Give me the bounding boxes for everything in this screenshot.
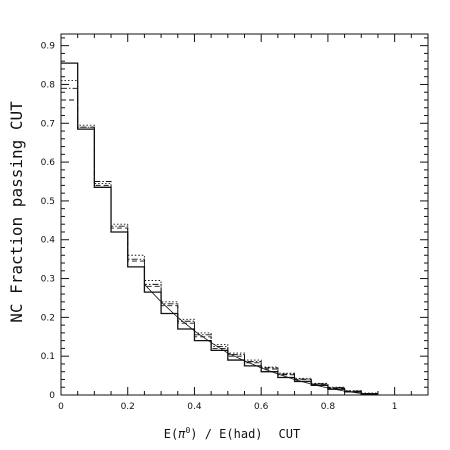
- x-tick-label: 0.2: [121, 402, 135, 412]
- x-tick-label: 0.6: [254, 402, 269, 412]
- y-tick-label: 0.6: [41, 158, 56, 168]
- histogram-series-dashed: [61, 99, 378, 394]
- x-axis-title: E(π0) / E(had) CUT: [164, 426, 300, 441]
- y-tick-label: 0.3: [41, 275, 55, 285]
- x-tick-label: 0: [58, 402, 64, 412]
- y-tick-label: 0: [49, 391, 55, 401]
- y-tick-label: 0.7: [41, 119, 55, 129]
- x-tick-label: 1: [392, 402, 398, 412]
- histogram-series-solid: [61, 62, 378, 395]
- x-tick-label: 0.4: [187, 402, 202, 412]
- y-tick-label: 0.2: [41, 313, 55, 323]
- histogram-series-dash-dot: [61, 87, 378, 394]
- y-axis-title: NC Fraction passing CUT: [7, 101, 26, 323]
- y-tick-label: 0.4: [41, 236, 56, 246]
- plot-frame: [60, 33, 429, 396]
- x-tick-label: 0.8: [321, 402, 336, 412]
- y-tick-label: 0.1: [41, 352, 55, 362]
- histogram-series-dotted: [61, 80, 378, 394]
- y-tick-label: 0.5: [41, 197, 55, 207]
- y-tick-label: 0.8: [41, 80, 56, 90]
- fit-line: [144, 284, 378, 396]
- y-tick-label: 0.9: [41, 42, 56, 52]
